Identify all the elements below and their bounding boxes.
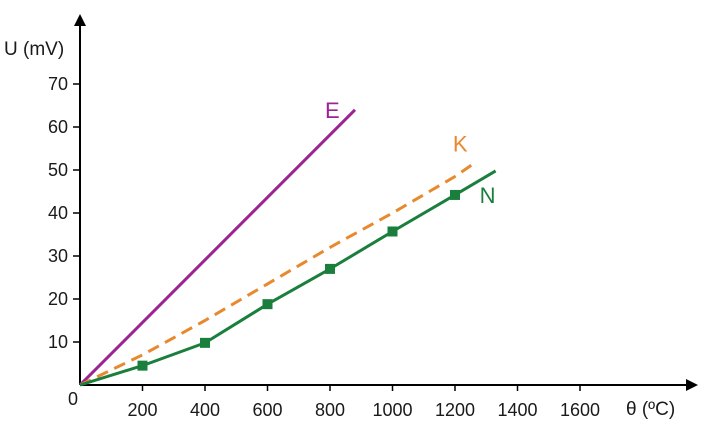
- x-tick-label: 1000: [372, 400, 412, 420]
- origin-label: 0: [68, 389, 78, 409]
- x-tick-label: 1200: [435, 400, 475, 420]
- x-tick-label: 600: [252, 400, 282, 420]
- ticks: 200 400 600 800 1000 1200 1400 1600102030405060…: [48, 74, 600, 420]
- y-tick-label: 60: [48, 117, 68, 137]
- series-line-k: [79, 160, 478, 387]
- data-point-n: [450, 189, 460, 200]
- x-tick-label: 400: [190, 400, 220, 420]
- x-tick-label: 1400: [497, 400, 537, 420]
- axes: [74, 14, 698, 391]
- y-axis-label: U (mV): [4, 39, 64, 60]
- series-label-e: E: [325, 98, 340, 123]
- y-tick-label: 50: [48, 160, 68, 180]
- series-label-n: N: [480, 183, 496, 208]
- data-point-n: [325, 263, 335, 274]
- data-point-n: [387, 226, 398, 237]
- series-lines: E K N: [78, 98, 497, 387]
- y-tick-label: 10: [48, 332, 68, 352]
- y-tick-label: 40: [48, 203, 68, 223]
- series-line-n: [79, 169, 497, 387]
- x-tick-label: 800: [315, 400, 345, 420]
- series-line-e: [78, 108, 357, 387]
- x-tick-label: 200: [127, 400, 157, 420]
- y-tick-label: 20: [48, 289, 68, 309]
- series-label-k: K: [453, 131, 468, 156]
- data-point-n: [200, 337, 210, 348]
- data-point-n: [137, 360, 148, 371]
- x-axis-label: θ (ºC): [626, 399, 675, 420]
- y-tick-label: 30: [48, 246, 68, 266]
- x-tick-label: 1600: [560, 400, 600, 420]
- y-tick-label: 70: [48, 74, 68, 94]
- data-point-n: [262, 299, 273, 310]
